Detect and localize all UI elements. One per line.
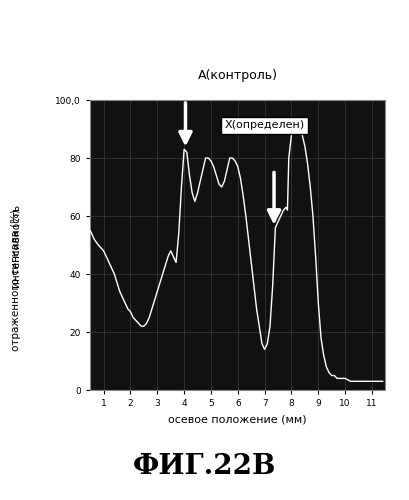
Text: ФИГ.22В: ФИГ.22В — [133, 453, 276, 480]
X-axis label: осевое положение (мм): осевое положение (мм) — [168, 415, 306, 425]
Text: А(контроль): А(контроль) — [197, 70, 277, 82]
Text: Х(определен): Х(определен) — [224, 120, 304, 130]
Text: отраженного сигнала (%): отраженного сигнала (%) — [11, 209, 21, 351]
Text: интенсивность: интенсивность — [11, 204, 21, 286]
